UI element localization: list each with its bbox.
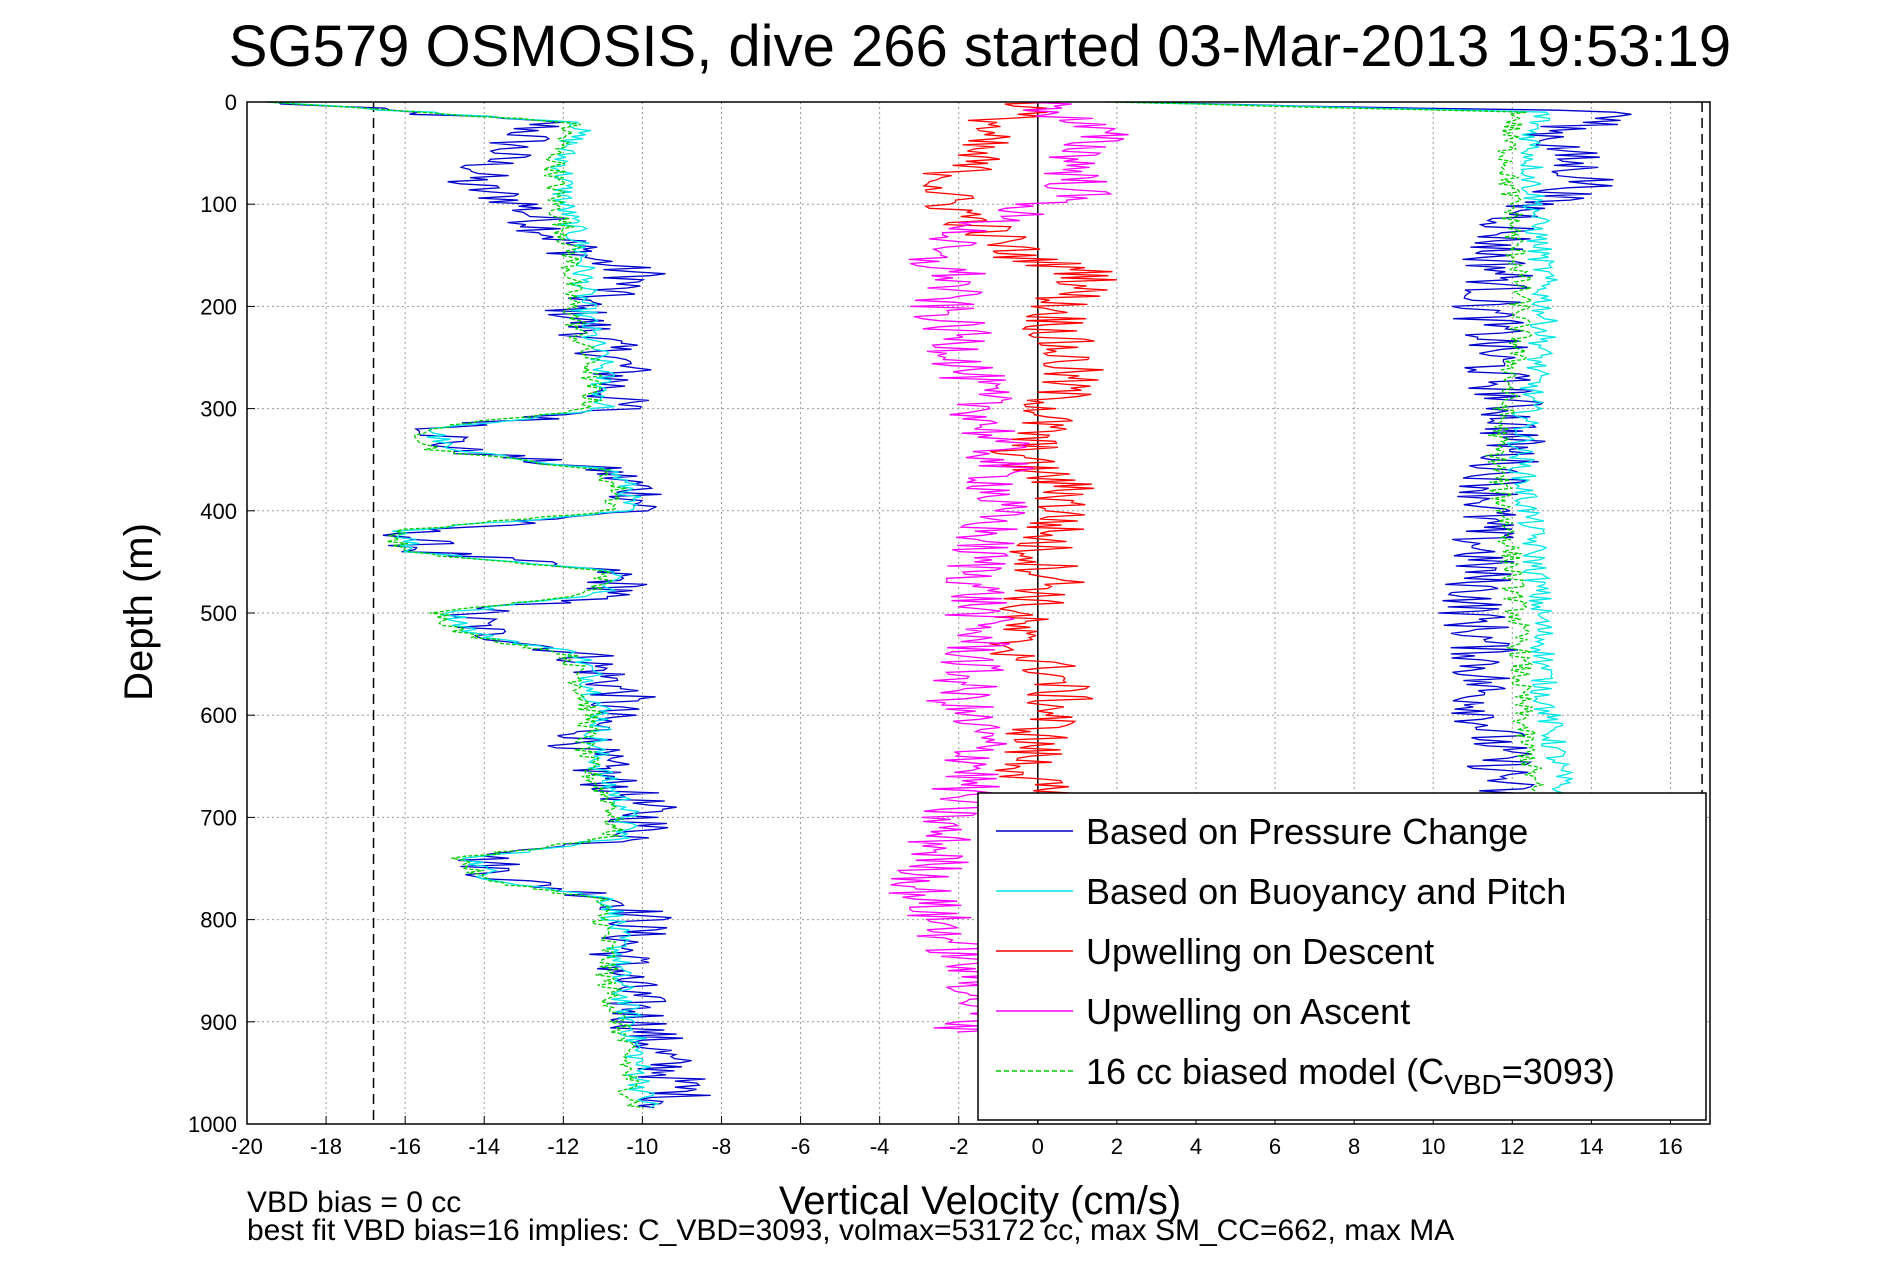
footnote-best-fit: best fit VBD bias=16 implies: C_VBD=3093… (247, 1214, 1454, 1247)
x-tick-label: -20 (231, 1134, 263, 1159)
x-tick-label: 4 (1190, 1134, 1202, 1159)
legend-label: 16 cc biased model (CVBD=3093) (1086, 1051, 1615, 1100)
legend-label: Upwelling on Descent (1086, 931, 1434, 972)
legend-label: Based on Buoyancy and Pitch (1086, 871, 1566, 912)
y-tick-label: 300 (200, 397, 237, 422)
x-tick-label: 14 (1579, 1134, 1603, 1159)
legend-label: Based on Pressure Change (1086, 811, 1528, 852)
x-tick-label: -4 (870, 1134, 890, 1159)
x-tick-label: -14 (468, 1134, 500, 1159)
series-line (265, 101, 660, 1109)
y-tick-label: 100 (200, 192, 237, 217)
series-line (267, 101, 644, 1109)
x-tick-label: -2 (949, 1134, 969, 1159)
x-tick-label: -16 (389, 1134, 421, 1159)
legend-label: Upwelling on Ascent (1086, 991, 1410, 1032)
series-line (888, 101, 1129, 1033)
x-tick-label: -6 (791, 1134, 811, 1159)
y-tick-label: 400 (200, 499, 237, 524)
x-tick-label: 16 (1658, 1134, 1682, 1159)
x-tick-label: 10 (1421, 1134, 1445, 1159)
x-tick-label: -18 (310, 1134, 342, 1159)
x-tick-label: 2 (1111, 1134, 1123, 1159)
y-tick-label: 500 (200, 601, 237, 626)
footnote-vbd-bias: VBD bias = 0 cc (247, 1186, 461, 1219)
x-tick-label: 8 (1348, 1134, 1360, 1159)
x-tick-label: -8 (712, 1134, 732, 1159)
x-axis-label: Vertical Velocity (cm/s) (779, 1179, 1181, 1223)
y-tick-label: 1000 (188, 1112, 237, 1137)
y-tick-label: 600 (200, 703, 237, 728)
y-tick-label: 800 (200, 908, 237, 933)
legend: Based on Pressure Change Based on Buoyanc… (977, 792, 1707, 1121)
y-tick-label: 0 (225, 90, 237, 115)
chart-title: SG579 OSMOSIS, dive 266 started 03-Mar-2… (229, 14, 1731, 79)
y-tick-label: 700 (200, 805, 237, 830)
y-tick-label: 900 (200, 1010, 237, 1035)
y-axis-label: Depth (m) (117, 523, 161, 701)
x-tick-label: 0 (1032, 1134, 1044, 1159)
x-tick-label: 12 (1500, 1134, 1524, 1159)
x-tick-label: 6 (1269, 1134, 1281, 1159)
y-tick-label: 200 (200, 294, 237, 319)
x-tick-label: -10 (627, 1134, 659, 1159)
x-tick-label: -12 (547, 1134, 579, 1159)
tick-labels: -20 -18 -16 -14 -12 -10 -8 -6 -4 -2 0 2 4 6 8 10 12 14 160… (188, 90, 1683, 1159)
legend-box (977, 792, 1707, 1121)
